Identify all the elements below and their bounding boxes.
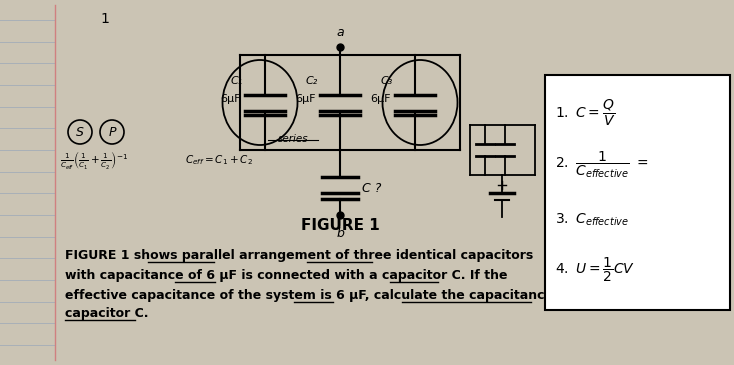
Bar bbox=[0, 0, 55, 365]
Text: $4.\ U = \dfrac{1}{2}CV$: $4.\ U = \dfrac{1}{2}CV$ bbox=[555, 256, 635, 284]
Text: 1: 1 bbox=[101, 12, 109, 26]
Text: 6μF: 6μF bbox=[220, 93, 241, 104]
Text: C₁: C₁ bbox=[230, 76, 243, 85]
Text: P: P bbox=[108, 126, 116, 138]
Text: FIGURE 1: FIGURE 1 bbox=[301, 218, 379, 233]
Text: capacitor C.: capacitor C. bbox=[65, 307, 148, 319]
Text: 6μF: 6μF bbox=[296, 93, 316, 104]
Text: C₃: C₃ bbox=[381, 76, 393, 85]
Text: $1.\ C = \dfrac{Q}{V}$: $1.\ C = \dfrac{Q}{V}$ bbox=[555, 98, 616, 128]
Text: $3.\ C_{effective}$: $3.\ C_{effective}$ bbox=[555, 212, 629, 228]
Text: C₂: C₂ bbox=[306, 76, 318, 85]
Text: FIGURE 1 shows parallel arrangement of three identical capacitors: FIGURE 1 shows parallel arrangement of t… bbox=[65, 249, 533, 261]
Text: $C_{eff}= C_1+C_2$: $C_{eff}= C_1+C_2$ bbox=[185, 153, 252, 167]
Text: C ?: C ? bbox=[362, 181, 382, 195]
Text: series: series bbox=[277, 134, 308, 144]
Text: a: a bbox=[336, 27, 344, 39]
Text: $2.\ \dfrac{1}{C_{effective}}\ =$: $2.\ \dfrac{1}{C_{effective}}\ =$ bbox=[555, 150, 649, 180]
Text: effective capacitance of the system is 6 μF, calculate the capacitance of: effective capacitance of the system is 6… bbox=[65, 288, 571, 301]
Text: 6μF: 6μF bbox=[371, 93, 391, 104]
Text: $\frac{1}{C_{eff}}\left(\frac{1}{C_1}+\frac{1}{C_2}\right)^{-1}$: $\frac{1}{C_{eff}}\left(\frac{1}{C_1}+\f… bbox=[60, 149, 128, 171]
Text: b: b bbox=[336, 227, 344, 240]
Text: with capacitance of 6 μF is connected with a capacitor C. If the: with capacitance of 6 μF is connected wi… bbox=[65, 269, 507, 281]
FancyBboxPatch shape bbox=[545, 75, 730, 310]
Text: S: S bbox=[76, 126, 84, 138]
